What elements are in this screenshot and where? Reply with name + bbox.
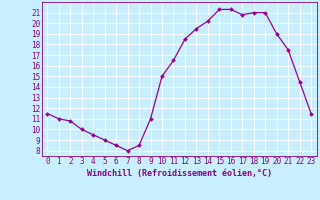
X-axis label: Windchill (Refroidissement éolien,°C): Windchill (Refroidissement éolien,°C) bbox=[87, 169, 272, 178]
